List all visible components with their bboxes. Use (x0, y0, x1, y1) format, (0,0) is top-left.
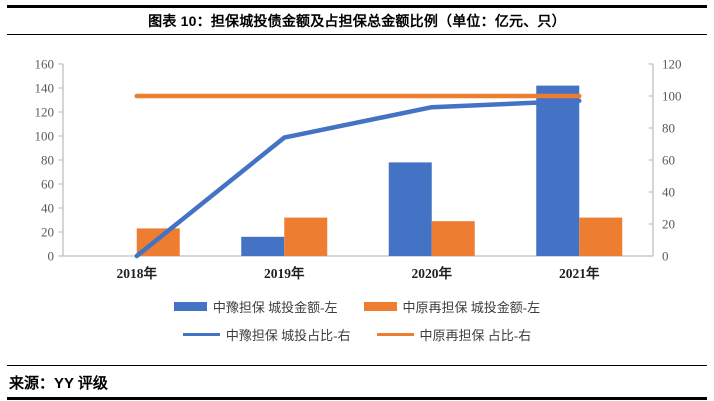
right-axis-tick-label: 120 (662, 57, 682, 72)
legend-row-lines: 中豫担保 城投占比-右 中原再担保 占比-右 (182, 325, 532, 344)
top-border-rule (7, 5, 707, 8)
bar-orange (284, 217, 328, 256)
right-axis-tick-label: 0 (662, 249, 669, 264)
x-axis-category-label: 2019年 (264, 265, 305, 281)
left-axis-tick-label: 20 (41, 225, 54, 240)
left-axis-tick-label: 120 (35, 105, 55, 120)
line-blue (134, 98, 582, 259)
chart-legend: 中豫担保 城投金额-左 中原再担保 城投金额-左 中豫担保 城投占比-右 中原再担保… (0, 297, 714, 344)
legend-item: 中原再担保 占比-右 (376, 325, 532, 344)
bar-blue (241, 236, 285, 256)
legend-item: 中豫担保 城投占比-右 (182, 325, 351, 344)
x-axis-category-label: 2020年 (412, 265, 453, 281)
left-axis-tick-label: 100 (35, 129, 55, 144)
legend-label: 中豫担保 城投占比-右 (225, 328, 351, 343)
legend-line-swatch (376, 332, 414, 337)
legend-item: 中豫担保 城投金额-左 (173, 297, 338, 316)
left-axis-tick-label: 40 (41, 201, 54, 216)
bar-blue (536, 85, 580, 256)
legend-row-bars: 中豫担保 城投金额-左 中原再担保 城投金额-左 (173, 297, 541, 316)
x-axis-category-label: 2021年 (559, 265, 600, 281)
bar-blue (388, 162, 432, 256)
combo-chart: 0 20 40 60 80 100 120 140 160 0 20 40 60 80 100 120 2018… (35, 57, 682, 282)
legend-label: 中原再担保 城投金额-左 (402, 300, 541, 315)
source-note: 来源：YY 评级 (9, 375, 108, 392)
x-axis-category-label: 2018年 (117, 265, 158, 281)
left-axis-tick-label: 160 (35, 57, 55, 72)
right-axis-tick-label: 60 (662, 153, 675, 168)
bar-orange (579, 217, 623, 256)
chart-area: 0 20 40 60 80 100 120 140 160 0 20 40 60 80 100 120 2018… (0, 40, 714, 290)
legend-item: 中原再担保 城投金额-左 (363, 297, 541, 316)
bottom-border-rule (7, 397, 707, 400)
left-axis-tick-label: 140 (35, 81, 55, 96)
legend-bar-swatch (173, 302, 207, 311)
right-axis-tick-label: 80 (662, 121, 675, 136)
legend-label: 中豫担保 城投金额-左 (212, 300, 338, 315)
legend-line-swatch (182, 332, 220, 337)
legend-bar-swatch (363, 302, 397, 311)
title-divider-rule (7, 34, 707, 35)
legend-label: 中原再担保 占比-右 (419, 328, 532, 343)
figure-title: 图表 10：担保城投债金额及占担保总金额比例（单位：亿元、只） (148, 13, 566, 29)
right-axis-tick-label: 100 (662, 89, 682, 104)
footer-divider-rule (7, 365, 707, 366)
left-axis-tick-label: 80 (41, 153, 54, 168)
bar-orange (431, 221, 475, 256)
right-axis-tick-label: 20 (662, 217, 675, 232)
right-axis-tick-label: 40 (662, 185, 675, 200)
left-axis-tick-label: 60 (41, 177, 54, 192)
left-axis-tick-label: 0 (48, 249, 55, 264)
